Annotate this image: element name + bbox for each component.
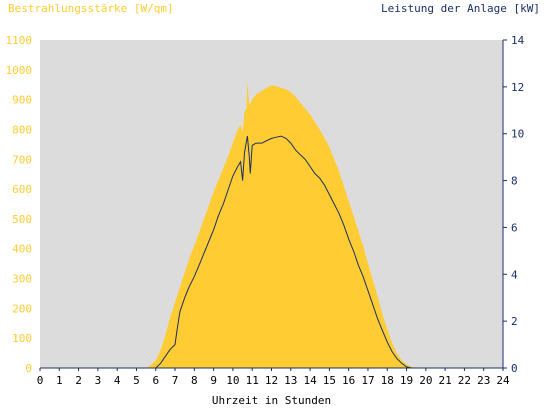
x-tick-label: 16 [342, 374, 355, 387]
x-tick-label: 4 [114, 374, 121, 387]
left-tick-label: 500 [12, 213, 32, 226]
left-tick-label: 200 [12, 302, 32, 315]
irradiance-area [40, 81, 503, 368]
right-axis-title: Leistung der Anlage [kW] [381, 2, 540, 15]
left-tick-label: 700 [12, 153, 32, 166]
right-tick-label: 14 [511, 34, 525, 47]
left-tick-label: 0 [25, 362, 32, 375]
x-tick-label: 21 [439, 374, 452, 387]
x-tick-label: 7 [172, 374, 179, 387]
x-tick-label: 15 [323, 374, 336, 387]
x-tick-label: 0 [37, 374, 44, 387]
x-tick-label: 22 [458, 374, 471, 387]
left-tick-label: 1100 [6, 34, 33, 47]
right-tick-label: 0 [511, 362, 518, 375]
x-tick-label: 2 [75, 374, 82, 387]
x-tick-label: 14 [303, 374, 317, 387]
x-axis-label: Uhrzeit in Stunden [212, 394, 331, 407]
x-tick-label: 10 [226, 374, 239, 387]
x-tick-label: 24 [496, 374, 510, 387]
right-tick-label: 6 [511, 221, 518, 234]
x-tick-label: 23 [477, 374, 490, 387]
x-tick-label: 12 [265, 374, 278, 387]
left-tick-label: 600 [12, 183, 32, 196]
x-tick-label: 6 [152, 374, 159, 387]
right-tick-label: 12 [511, 81, 524, 94]
left-axis-title: Bestrahlungsstärke [W/qm] [8, 2, 174, 15]
x-tick-label: 8 [191, 374, 198, 387]
x-tick-label: 5 [133, 374, 140, 387]
left-tick-label: 1000 [6, 64, 33, 77]
x-tick-label: 13 [284, 374, 297, 387]
left-tick-label: 800 [12, 123, 32, 136]
x-tick-label: 3 [95, 374, 102, 387]
right-tick-label: 8 [511, 175, 518, 188]
x-tick-label: 1 [56, 374, 63, 387]
x-tick-label: 11 [246, 374, 259, 387]
right-tick-label: 2 [511, 315, 518, 328]
power-line [40, 135, 503, 369]
left-tick-label: 100 [12, 332, 32, 345]
x-tick-label: 19 [400, 374, 413, 387]
right-tick-label: 10 [511, 128, 524, 141]
x-tick-label: 18 [381, 374, 394, 387]
x-tick-label: 20 [419, 374, 432, 387]
right-tick-label: 4 [511, 268, 518, 281]
x-tick-label: 9 [210, 374, 217, 387]
x-tick-label: 17 [361, 374, 374, 387]
left-tick-label: 300 [12, 273, 32, 286]
left-tick-label: 400 [12, 243, 32, 256]
left-tick-label: 900 [12, 94, 32, 107]
